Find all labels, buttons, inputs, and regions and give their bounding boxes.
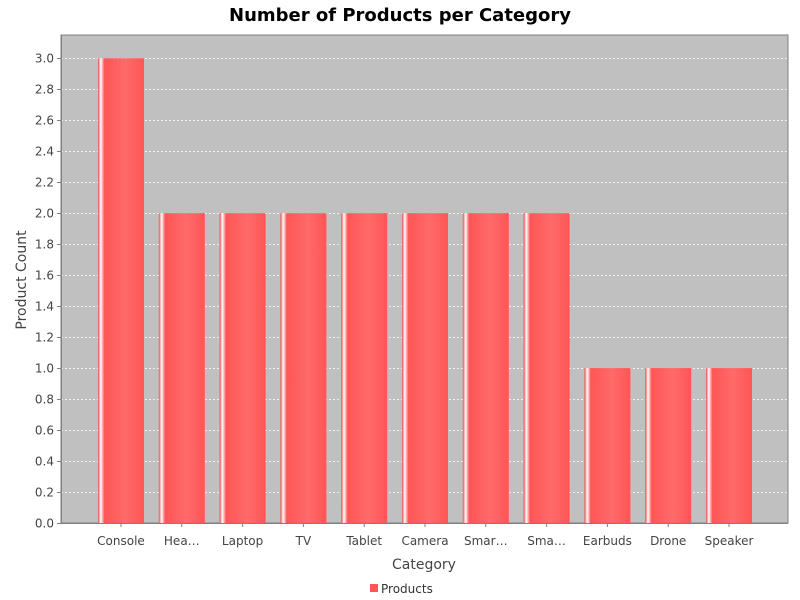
bar	[158, 213, 205, 523]
x-tick-label: Camera	[401, 534, 448, 548]
y-tick-label: 0.2	[35, 486, 54, 500]
y-tick-label: 1.0	[35, 362, 54, 376]
legend: Products	[370, 582, 433, 596]
bar	[523, 213, 570, 523]
y-tick-label: 2.6	[35, 114, 54, 128]
x-tick-label: Earbuds	[583, 534, 632, 548]
bar	[341, 213, 388, 523]
y-tick-label: 2.2	[35, 176, 54, 190]
bar	[706, 368, 752, 523]
y-tick-label: 2.0	[35, 207, 54, 221]
x-axis-title: Category	[392, 557, 456, 573]
y-tick-label: 0.4	[35, 455, 54, 469]
bars	[98, 58, 752, 523]
y-tick-label: 1.6	[35, 269, 54, 283]
y-axis-title: Product Count	[14, 230, 30, 330]
y-tick-label: 1.8	[35, 238, 54, 252]
x-tick-label: Drone	[650, 534, 686, 548]
y-tick-label: 1.2	[35, 331, 54, 345]
legend-swatch	[370, 584, 378, 592]
bar	[98, 58, 144, 523]
bar	[645, 368, 692, 523]
x-tick-label: Tablet	[345, 534, 382, 548]
x-tick-label: Speaker	[705, 534, 754, 548]
x-tick-label: TV	[295, 534, 312, 548]
y-tick-label: 3.0	[35, 52, 54, 66]
chart-title: Number of Products per Category	[229, 5, 571, 26]
x-tick-label: Laptop	[222, 534, 263, 548]
x-tick-label: Hea…	[164, 534, 200, 548]
x-tick-label: Console	[97, 534, 145, 548]
y-tick-label: 0.8	[35, 393, 54, 407]
y-axis-ticks: 0.0 0.2 0.4 0.6 0.8 1.0 1.2 1.4 1.6 1.8 2.0 2.2 2.4 2…	[35, 52, 61, 531]
y-tick-label: 2.4	[35, 145, 54, 159]
y-tick-label: 2.8	[35, 83, 54, 97]
y-tick-label: 0.6	[35, 424, 54, 438]
bar	[462, 213, 509, 523]
x-tick-label: Smar…	[464, 534, 508, 548]
x-axis-ticks: Console Hea… Laptop TV Tablet Camera Smar… Sma……	[97, 523, 753, 548]
y-tick-label: 1.4	[35, 300, 54, 314]
x-tick-label: Sma…	[527, 534, 566, 548]
bar	[402, 213, 448, 523]
bar	[280, 213, 327, 523]
y-tick-label: 0.0	[35, 517, 54, 531]
bar	[584, 368, 631, 523]
legend-label: Products	[381, 582, 433, 596]
bar	[219, 213, 266, 523]
